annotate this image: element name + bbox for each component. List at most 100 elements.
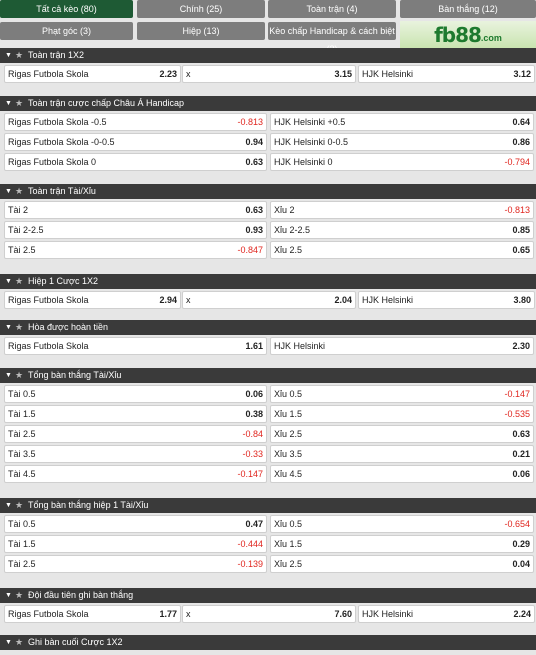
- star-icon[interactable]: ★: [15, 50, 24, 60]
- odds-row: Tài 0.5 0.06 Xỉu 0.5 -0.147: [0, 385, 536, 403]
- chevron-down-icon[interactable]: ▼: [5, 188, 12, 195]
- section-header-draw-no-bet[interactable]: ▼ ★ Hòa được hoàn tiền: [0, 320, 536, 335]
- odds-button[interactable]: Tài 1.5 0.38: [4, 405, 267, 423]
- odds-button[interactable]: x 7.60: [182, 605, 356, 623]
- odds-button[interactable]: Tài 2.5 -0.139: [4, 555, 267, 573]
- odds-row: Tài 2-2.5 0.93 Xỉu 2-2.5 0.85: [0, 221, 536, 239]
- section-header-first-half-total-goals[interactable]: ▼ ★ Tổng bàn thắng hiệp 1 Tài/Xỉu: [0, 498, 536, 513]
- odds-button[interactable]: Tài 2.5 -0.847: [4, 241, 267, 259]
- odds-button[interactable]: Rigas Futbola Skola -0-0.5 0.94: [4, 133, 267, 151]
- odds-value: 2.04: [334, 295, 352, 305]
- odds-row: Rigas Futbola Skola 0 0.63 HJK Helsinki 0 -…: [0, 153, 536, 171]
- odds-button[interactable]: Xỉu 0.5 -0.654: [270, 515, 534, 533]
- odds-button[interactable]: Tài 0.5 0.47: [4, 515, 267, 533]
- odds-button[interactable]: Xỉu 2.5 0.65: [270, 241, 534, 259]
- odds-button[interactable]: x 3.15: [182, 65, 356, 83]
- odds-button[interactable]: Tài 2.5 -0.84: [4, 425, 267, 443]
- odds-button[interactable]: Xỉu 1.5 -0.535: [270, 405, 534, 423]
- odds-button[interactable]: Xỉu 2-2.5 0.85: [270, 221, 534, 239]
- odds-button[interactable]: Xỉu 1.5 0.29: [270, 535, 534, 553]
- odds-row: Tài 2.5 -0.139 Xỉu 2.5 0.04: [0, 555, 536, 573]
- section-title: Toàn trận cược chấp Châu Á Handicap: [28, 98, 185, 108]
- star-icon[interactable]: ★: [15, 98, 24, 108]
- tab-goals[interactable]: Bàn thắng (12): [400, 0, 536, 18]
- tab-half[interactable]: Hiệp (13): [137, 22, 265, 40]
- tab-main[interactable]: Chính (25): [137, 0, 265, 18]
- odds-button[interactable]: HJK Helsinki 3.80: [358, 291, 535, 309]
- selection-label: x: [186, 69, 191, 79]
- tab-full-match[interactable]: Toàn trận (4): [268, 0, 396, 18]
- odds-button[interactable]: Tài 2-2.5 0.93: [4, 221, 267, 239]
- odds-value: -0.139: [237, 559, 263, 569]
- odds-value: 0.86: [512, 137, 530, 147]
- chevron-down-icon[interactable]: ▼: [5, 324, 12, 331]
- section-header-first-half-1x2[interactable]: ▼ ★ Hiệp 1 Cược 1X2: [0, 274, 536, 289]
- section-header-full-match-over-under[interactable]: ▼ ★ Toàn trận Tài/Xỉu: [0, 184, 536, 199]
- chevron-down-icon[interactable]: ▼: [5, 100, 12, 107]
- odds-button[interactable]: Tài 2 0.63: [4, 201, 267, 219]
- odds-button[interactable]: x 2.04: [182, 291, 356, 309]
- odds-value: -0.813: [504, 205, 530, 215]
- tab-handicap[interactable]: Kèo chấp Handicap & cách biệt (3): [268, 22, 396, 54]
- odds-button[interactable]: HJK Helsinki 0-0.5 0.86: [270, 133, 534, 151]
- odds-button[interactable]: HJK Helsinki 2.24: [358, 605, 535, 623]
- section-header-full-match-1x2[interactable]: ▼ ★ Toàn trận 1X2: [0, 48, 536, 63]
- odds-button[interactable]: HJK Helsinki 0 -0.794: [270, 153, 534, 171]
- chevron-down-icon[interactable]: ▼: [5, 372, 12, 379]
- odds-button[interactable]: Rigas Futbola Skola 1.61: [4, 337, 267, 355]
- odds-row: Rigas Futbola Skola 2.94 x 2.04 HJK Helsinki…: [0, 291, 536, 309]
- tab-corners[interactable]: Phạt góc (3): [0, 22, 133, 40]
- odds-button[interactable]: Rigas Futbola Skola 2.94: [4, 291, 181, 309]
- star-icon[interactable]: ★: [15, 276, 24, 286]
- chevron-down-icon[interactable]: ▼: [5, 502, 12, 509]
- odds-button[interactable]: Rigas Futbola Skola 1.77: [4, 605, 181, 623]
- odds-button[interactable]: HJK Helsinki 2.30: [270, 337, 534, 355]
- odds-button[interactable]: Xỉu 2 -0.813: [270, 201, 534, 219]
- odds-button[interactable]: Tài 3.5 -0.33: [4, 445, 267, 463]
- star-icon[interactable]: ★: [15, 500, 24, 510]
- odds-value: -0.84: [242, 429, 263, 439]
- selection-label: Rigas Futbola Skola -0-0.5: [8, 137, 115, 147]
- odds-button[interactable]: Xỉu 3.5 0.21: [270, 445, 534, 463]
- odds-button[interactable]: Rigas Futbola Skola 2.23: [4, 65, 181, 83]
- odds-button[interactable]: Tài 4.5 -0.147: [4, 465, 267, 483]
- chevron-down-icon[interactable]: ▼: [5, 52, 12, 59]
- selection-label: Tài 3.5: [8, 449, 36, 459]
- odds-button[interactable]: Xỉu 2.5 0.63: [270, 425, 534, 443]
- star-icon[interactable]: ★: [15, 322, 24, 332]
- odds-button[interactable]: Xỉu 4.5 0.06: [270, 465, 534, 483]
- section-header-first-team-to-score[interactable]: ▼ ★ Đội đầu tiên ghi bàn thắng: [0, 588, 536, 603]
- selection-label: Tài 1.5: [8, 409, 36, 419]
- odds-value: 0.06: [245, 389, 263, 399]
- star-icon[interactable]: ★: [15, 590, 24, 600]
- odds-value: 1.61: [245, 341, 263, 351]
- selection-label: Tài 2.5: [8, 559, 36, 569]
- chevron-down-icon[interactable]: ▼: [5, 639, 12, 646]
- tab-all-markets[interactable]: Tất cả kèo (80): [0, 0, 133, 18]
- odds-button[interactable]: Tài 1.5 -0.444: [4, 535, 267, 553]
- odds-row: Tài 1.5 -0.444 Xỉu 1.5 0.29: [0, 535, 536, 553]
- odds-row: Tài 4.5 -0.147 Xỉu 4.5 0.06: [0, 465, 536, 483]
- odds-button[interactable]: HJK Helsinki 3.12: [358, 65, 535, 83]
- odds-button[interactable]: HJK Helsinki +0.5 0.64: [270, 113, 534, 131]
- star-icon[interactable]: ★: [15, 186, 24, 196]
- section-header-total-goals-over-under[interactable]: ▼ ★ Tổng bàn thắng Tài/Xỉu: [0, 368, 536, 383]
- star-icon[interactable]: ★: [15, 370, 24, 380]
- odds-button[interactable]: Rigas Futbola Skola -0.5 -0.813: [4, 113, 267, 131]
- odds-value: -0.147: [504, 389, 530, 399]
- odds-button[interactable]: Xỉu 2.5 0.04: [270, 555, 534, 573]
- chevron-down-icon[interactable]: ▼: [5, 592, 12, 599]
- selection-label: HJK Helsinki: [362, 609, 414, 619]
- odds-button[interactable]: Tài 0.5 0.06: [4, 385, 267, 403]
- section-title: Tổng bàn thắng hiệp 1 Tài/Xỉu: [28, 500, 149, 510]
- section-header-last-goal-1x2[interactable]: ▼ ★ Ghi bàn cuối Cược 1X2: [0, 635, 536, 650]
- odds-button[interactable]: Rigas Futbola Skola 0 0.63: [4, 153, 267, 171]
- chevron-down-icon[interactable]: ▼: [5, 278, 12, 285]
- odds-button[interactable]: Xỉu 0.5 -0.147: [270, 385, 534, 403]
- fb88-logo[interactable]: fb88 .com: [400, 21, 536, 48]
- section-header-asian-handicap[interactable]: ▼ ★ Toàn trận cược chấp Châu Á Handicap: [0, 96, 536, 111]
- selection-label: Tài 2.5: [8, 429, 36, 439]
- selection-label: HJK Helsinki: [362, 69, 414, 79]
- star-icon[interactable]: ★: [15, 637, 24, 647]
- selection-label: x: [186, 295, 191, 305]
